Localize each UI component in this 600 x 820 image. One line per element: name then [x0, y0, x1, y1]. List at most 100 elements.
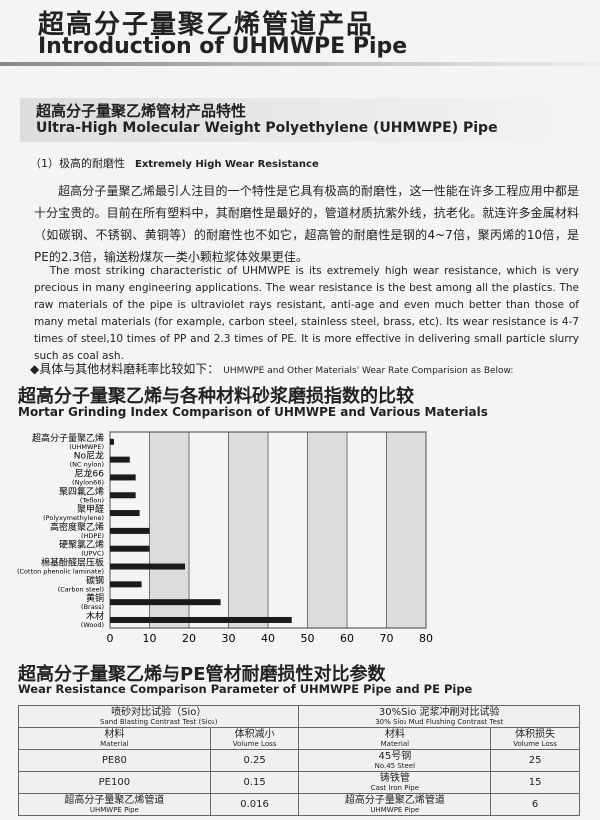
cell-zh: 材料 [384, 729, 405, 740]
paragraph-en: The most striking characteristic of UHMW… [34, 265, 579, 362]
table-title-en: Wear Resistance Comparison Parameter of … [18, 682, 473, 696]
table-cell: PE80 [18, 749, 211, 772]
bar [110, 456, 130, 463]
title-rule [0, 62, 600, 66]
comparison-note: ◆具体与其他材料磨耗率比较如下： UHMWPE and Other Materia… [30, 360, 513, 377]
section-title-zh: 超高分子量聚乙烯管材产品特性 [36, 102, 247, 120]
bar [110, 563, 186, 570]
bar [110, 616, 292, 623]
table-cell: 体积损失 Volume Loss [490, 727, 580, 750]
cell-en: Cast Iron Pipe [370, 784, 419, 792]
feature-en: Extremely High Wear Resistance [135, 159, 319, 170]
cell-en: Material [380, 740, 410, 748]
x-tick-label: 0 [107, 632, 114, 645]
grid-band [386, 432, 426, 628]
bar [110, 545, 150, 552]
cell-zh: 超高分子量聚乙烯管道 [64, 795, 165, 806]
table-row: 超高分子量聚乙烯管道 UHMWPE Pipe 0.016 超高分子量聚乙烯管道 UHMW… [18, 793, 580, 816]
y-tick-sublabel: (Wood) [81, 621, 104, 629]
title-zh: 超高分子量聚乙烯管道产品 [38, 10, 375, 40]
y-tick-sublabel: (UPVC) [81, 550, 104, 558]
cell-en: Volume Loss [232, 740, 277, 748]
table-cell: 0.016 [209, 793, 300, 816]
y-tick-label: 黄铜 [86, 592, 104, 604]
paragraph-zh: 超高分子量聚乙烯最引人注目的一个特性是它具有极高的耐磨性，这一性能在许多工程应用… [34, 184, 579, 264]
x-tick-label: 50 [301, 632, 315, 645]
cell-zh: 30%Sio 泥浆冲刷对比试验 [378, 707, 500, 718]
x-tick-label: 70 [380, 632, 394, 645]
y-tick-label: 聚四氟乙烯 [59, 485, 104, 497]
y-tick-sublabel: (Polyxymethylene) [43, 514, 104, 522]
table-cell: 30%Sio 泥浆冲刷对比试验 30% Sio₂ Mud Flushing Con… [298, 705, 580, 728]
cell-en: UHMWPE Pipe [370, 806, 420, 814]
cell-zh: PE100 [98, 777, 131, 788]
table-cell: 超高分子量聚乙烯管道 UHMWPE Pipe [18, 793, 211, 816]
cell-zh: 体积损失 [515, 729, 556, 740]
cell-en: 30% Sio₂ Mud Flushing Contrast Test [375, 718, 504, 726]
table-cell: 25 [490, 749, 580, 772]
bar [110, 510, 140, 517]
comparison-table: 喷砂对比试验（Sio） Sand Blasting Contrast Test (… [17, 705, 580, 816]
table-cell: 喷砂对比试验（Sio） Sand Blasting Contrast Test (… [17, 705, 300, 728]
table-cell: 材料 Material [298, 727, 492, 750]
feature-heading: （1）极高的耐磨性 Extremely High Wear Resistance [30, 155, 319, 171]
y-tick-label: 碳钢 [86, 574, 104, 586]
y-tick-sublabel: (HDPE) [81, 532, 104, 540]
table-cell: 0.15 [209, 771, 300, 794]
y-tick-label: 硬聚氯乙烯 [59, 539, 104, 551]
table-cell: PE100 [18, 771, 211, 794]
grid-band [228, 432, 268, 628]
section-title-en: Ultra-High Molecular Weight Polyethylene… [36, 120, 498, 136]
title-en: Introduction of UHMWPE Pipe [38, 34, 408, 59]
cell-zh: 喷砂对比试验（Sio） [111, 707, 207, 718]
chart: 0 10 20 30 40 50 60 70 80 超高分子量聚乙烯(UHMWPE)No尼龙(NC… [17, 431, 433, 645]
feature-zh: （1）极高的耐磨性 [30, 157, 125, 170]
table-cell: 超高分子量聚乙烯管道 UHMWPE Pipe [298, 793, 492, 816]
bar [110, 581, 142, 588]
y-tick-label: 超高分子量聚乙烯 [32, 432, 104, 444]
cell-en: UHMWPE Pipe [89, 806, 139, 814]
table-row: 材料 Material 体积减小 Volume Loss 材料 Material 体积损失 V… [18, 727, 580, 750]
y-tick-sublabel: (NC nylon) [70, 461, 104, 469]
note-zh: ◆具体与其他材料磨耗率比较如下： [30, 362, 220, 376]
x-tick-label: 30 [222, 632, 236, 645]
y-tick-label: 棉基酚醛层压板 [41, 557, 104, 569]
table-cell: 材料 Material [18, 727, 211, 750]
table-title-zh: 超高分子量聚乙烯与PE管材耐磨损性对比参数 [18, 664, 386, 685]
table-cell: 0.25 [209, 749, 300, 772]
section-band [20, 98, 580, 142]
bar [110, 599, 221, 606]
y-tick-sublabel: (Carbon steel) [58, 585, 104, 593]
table-row: PE100 0.15 铸铁管 Cast Iron Pipe 15 [18, 771, 580, 794]
y-tick-sublabel: (Nylon66) [72, 478, 104, 486]
cell-en: Sand Blasting Contrast Test (Sio₂) [100, 718, 218, 726]
y-tick-label: 木材 [86, 610, 104, 622]
cell-en: Volume Loss [513, 740, 557, 748]
cell-zh: 铸铁管 [379, 773, 410, 784]
y-tick-sublabel: (Cotton phenolic laminate) [17, 568, 104, 576]
table-cell: 15 [490, 771, 580, 794]
cell-zh: 体积减小 [234, 729, 275, 740]
x-tick-label: 10 [143, 632, 157, 645]
y-tick-label: 高密度聚乙烯 [50, 521, 104, 533]
cell-zh: PE80 [101, 755, 127, 766]
x-tick-label: 60 [340, 632, 354, 645]
table-cell: 体积减小 Volume Loss [209, 727, 300, 750]
y-tick-label: 聚甲醛 [77, 503, 104, 515]
y-tick-label: 尼龙66 [75, 467, 105, 479]
table-row: PE80 0.25 45号钢 No.45 Steel 25 [18, 749, 580, 772]
chart-title: 超高分子量聚乙烯与各种材料砂浆磨损指数的比较 [18, 386, 414, 407]
y-tick-sublabel: (Brass) [81, 603, 104, 611]
cell-zh: 45号钢 [378, 751, 412, 762]
x-tick-label: 40 [261, 632, 275, 645]
cell-en: No.45 Steel [374, 762, 416, 770]
table-cell: 45号钢 No.45 Steel [298, 749, 492, 772]
y-tick-sublabel: (Teflon) [80, 496, 104, 504]
grid-band [307, 432, 347, 628]
chart-subtitle: Mortar Grinding Index Comparison of UHMW… [18, 405, 488, 419]
bar [110, 474, 136, 481]
y-tick-label: No尼龙 [74, 450, 104, 462]
table-cell: 6 [490, 793, 580, 816]
